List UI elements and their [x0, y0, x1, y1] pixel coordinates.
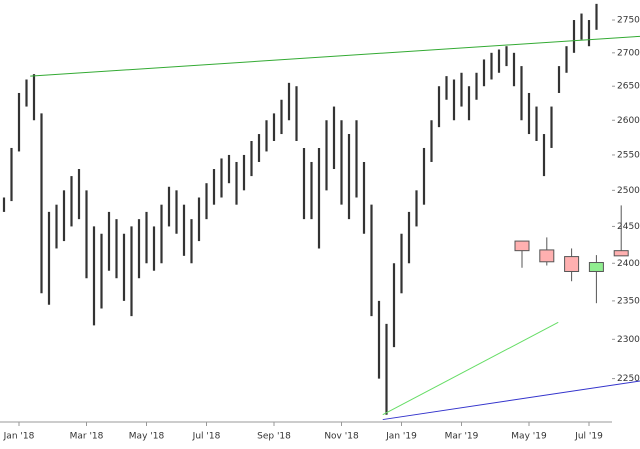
x-tick-label: May '19	[511, 432, 547, 442]
x-tick-label: Jul '19	[574, 432, 603, 442]
x-tick-label: Jan '19	[385, 432, 417, 442]
x-tick-label: Nov '18	[324, 432, 359, 442]
trendline	[30, 35, 640, 77]
x-tick-label: May '18	[129, 432, 165, 442]
y-tick-label: 2350	[617, 296, 640, 306]
y-tick-label: 2550	[617, 150, 640, 160]
candle-body	[588, 262, 604, 272]
x-tick-label: Jul '18	[192, 432, 221, 442]
y-tick-label: 2450	[617, 222, 640, 232]
y-tick-label: 2700	[617, 48, 640, 58]
candle-body	[514, 240, 530, 252]
x-tick-label: Mar '19	[445, 432, 479, 442]
y-tick-label: 2300	[617, 335, 640, 345]
y-tick-label: 2650	[617, 82, 640, 92]
candle-body	[564, 256, 580, 272]
x-tick-label: Sep '18	[257, 432, 291, 442]
candle-body	[613, 250, 629, 257]
y-tick-label: 2250	[617, 374, 640, 384]
y-tick-label: 2600	[617, 116, 640, 126]
x-tick-label: Mar '18	[70, 432, 104, 442]
trendline	[382, 321, 559, 416]
y-tick-label: 2500	[617, 186, 640, 196]
x-tick-label: Jan '18	[3, 432, 35, 442]
candle-body	[539, 249, 555, 263]
trendline	[382, 380, 640, 421]
y-tick-label: 2400	[617, 259, 640, 269]
y-tick-label: 2750	[617, 16, 640, 26]
